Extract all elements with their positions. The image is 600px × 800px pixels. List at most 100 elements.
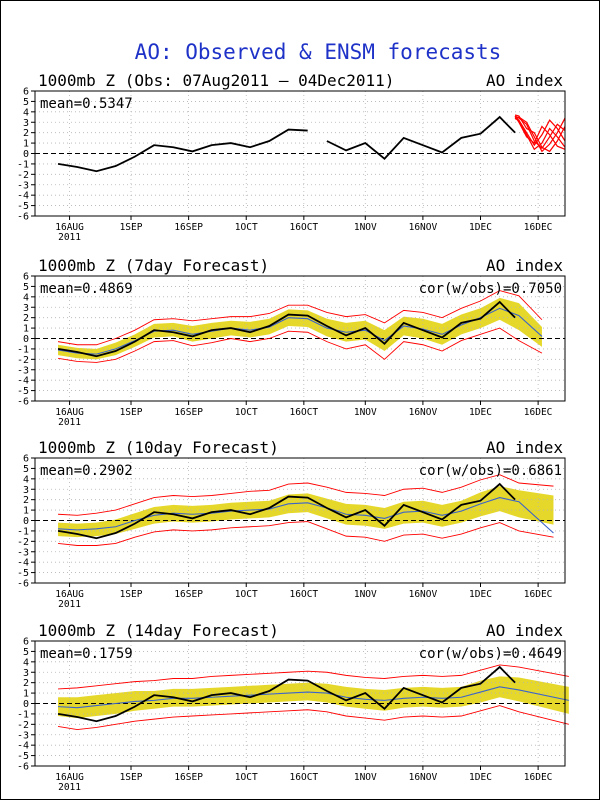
x-tick-label: 1DEC xyxy=(469,772,492,783)
y-tick-label: -5 xyxy=(17,751,29,762)
x-year-label: 2011 xyxy=(58,232,81,243)
x-tick-label: 16AUG xyxy=(55,772,84,783)
x-tick-label: 16OCT xyxy=(290,222,319,233)
y-tick-label: -5 xyxy=(17,201,29,212)
panel-title: 1000mb Z (10day Forecast) xyxy=(38,438,279,457)
y-tick-label: 5 xyxy=(23,464,29,475)
y-tick-label: -2 xyxy=(17,537,29,548)
index-label: AO index xyxy=(486,256,563,275)
correlation-label: cor(w/obs)=0.7050 xyxy=(419,281,562,297)
x-year-label: 2011 xyxy=(58,599,81,610)
x-tick-label: 1OCT xyxy=(235,222,258,233)
y-tick-label: 4 xyxy=(23,107,29,118)
x-tick-label: 16DEC xyxy=(524,407,553,418)
ensemble-member-low-line xyxy=(57,521,554,546)
y-tick-label: 6 xyxy=(23,454,29,465)
x-tick-label: 1SEP xyxy=(120,772,143,783)
forecast-member-line xyxy=(514,116,566,153)
y-tick-label: 4 xyxy=(23,657,29,668)
x-tick-label: 16AUG xyxy=(55,222,84,233)
y-tick-label: -3 xyxy=(17,180,29,191)
ensemble-member-low-line xyxy=(57,705,569,730)
x-tick-label: 1OCT xyxy=(235,772,258,783)
y-tick-label: 0 xyxy=(23,699,29,710)
x-tick-label: 16OCT xyxy=(290,772,319,783)
index-label: AO index xyxy=(486,71,563,90)
x-tick-label: 1DEC xyxy=(469,222,492,233)
x-tick-label: 1NOV xyxy=(354,222,377,233)
x-tick-label: 16DEC xyxy=(524,589,553,600)
observed-line xyxy=(57,300,516,358)
x-tick-label: 1SEP xyxy=(120,589,143,600)
y-tick-label: -2 xyxy=(17,170,29,181)
ensemble-member-high-line xyxy=(58,664,569,690)
y-tick-label: -5 xyxy=(17,568,29,579)
y-tick-label: 6 xyxy=(23,637,29,648)
ensemble-member-high-line xyxy=(57,290,543,346)
y-tick-label: -2 xyxy=(17,720,29,731)
x-tick-label: 16DEC xyxy=(524,772,553,783)
figure-title: AO: Observed & ENSM forecasts xyxy=(135,40,502,64)
y-tick-label: -6 xyxy=(17,762,29,773)
y-tick-label: 5 xyxy=(23,647,29,658)
x-tick-label: 1OCT xyxy=(235,589,258,600)
panel-title: 1000mb Z (Obs: 07Aug2011 – 04Dec2011) xyxy=(38,71,394,90)
panel-3: 1000mb Z (10day Forecast) AO index 6543210… xyxy=(17,438,566,610)
x-tick-label: 16SEP xyxy=(174,407,203,418)
x-tick-label: 16NOV xyxy=(409,589,438,600)
y-tick-label: 1 xyxy=(23,689,29,700)
x-tick-label: 1DEC xyxy=(469,589,492,600)
x-tick-label: 16DEC xyxy=(524,222,553,233)
y-tick-label: 0 xyxy=(23,334,29,345)
observed-line xyxy=(57,128,308,173)
mean-label: mean=0.2902 xyxy=(40,463,133,479)
y-tick-label: -4 xyxy=(17,376,29,387)
x-tick-label: 1NOV xyxy=(354,589,377,600)
y-tick-label: -4 xyxy=(17,741,29,752)
ensemble-spread-band xyxy=(58,676,569,719)
x-tick-label: 1OCT xyxy=(235,407,258,418)
x-tick-label: 16OCT xyxy=(290,589,319,600)
y-tick-label: 3 xyxy=(23,668,29,679)
y-tick-label: 3 xyxy=(23,118,29,129)
y-tick-label: 6 xyxy=(23,87,29,98)
y-tick-label: -3 xyxy=(17,730,29,741)
x-tick-label: 16NOV xyxy=(409,222,438,233)
y-tick-label: -4 xyxy=(17,558,29,569)
y-tick-label: 4 xyxy=(23,292,29,303)
ensemble-mean-line xyxy=(58,497,554,534)
x-tick-label: 16SEP xyxy=(174,222,203,233)
correlation-label: cor(w/obs)=0.6861 xyxy=(419,463,562,479)
ensemble-member-low-line xyxy=(57,327,543,363)
y-tick-label: 1 xyxy=(23,139,29,150)
panels: 1000mb Z (Obs: 07Aug2011 – 04Dec2011) AO … xyxy=(17,71,569,793)
grid xyxy=(35,91,565,216)
mean-label: mean=0.1759 xyxy=(40,646,133,662)
ensemble-spread-band xyxy=(58,486,554,538)
y-tick-label: -6 xyxy=(17,397,29,408)
x-tick-label: 1NOV xyxy=(354,407,377,418)
x-tick-label: 16AUG xyxy=(55,589,84,600)
y-tick-label: 3 xyxy=(23,303,29,314)
y-tick-label: 1 xyxy=(23,506,29,517)
x-tick-label: 16SEP xyxy=(174,772,203,783)
panel-2: 1000mb Z (7day Forecast) AO index6543210-… xyxy=(17,256,566,428)
y-tick-label: 2 xyxy=(23,128,29,139)
observed-line xyxy=(326,115,516,160)
x-tick-label: 1SEP xyxy=(120,222,143,233)
y-tick-label: 5 xyxy=(23,282,29,293)
y-tick-label: 2 xyxy=(23,313,29,324)
y-tick-label: -6 xyxy=(17,579,29,590)
y-tick-label: -1 xyxy=(17,159,29,170)
index-label: AO index xyxy=(486,621,563,640)
y-tick-label: 2 xyxy=(23,495,29,506)
x-tick-label: 16OCT xyxy=(290,407,319,418)
y-tick-label: -3 xyxy=(17,547,29,558)
y-tick-label: -2 xyxy=(17,355,29,366)
mean-label: mean=0.4869 xyxy=(40,281,133,297)
x-year-label: 2011 xyxy=(58,417,81,428)
y-tick-label: 1 xyxy=(23,324,29,335)
panel-title: 1000mb Z (14day Forecast) xyxy=(38,621,279,640)
grid xyxy=(35,641,565,766)
